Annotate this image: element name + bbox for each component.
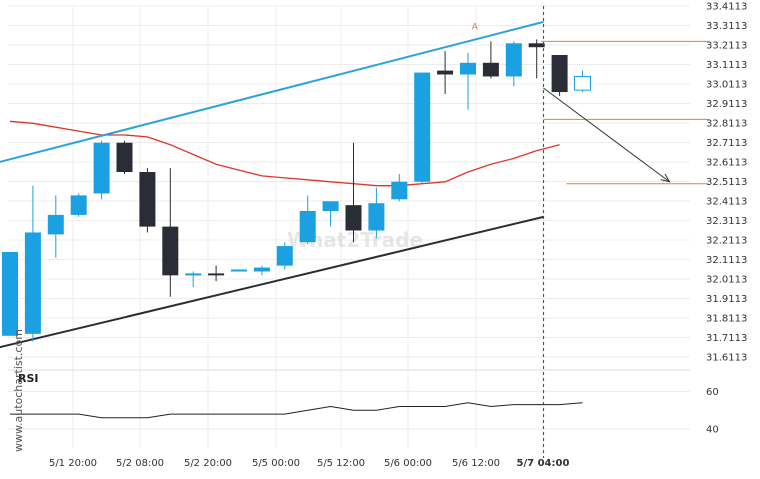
time-tick-label: 5/5 12:00	[317, 458, 365, 469]
price-tick-label: 33.3113	[706, 21, 747, 32]
time-tick-label: 5/5 00:00	[252, 458, 300, 469]
time-tick-label: 5/6 00:00	[384, 458, 432, 469]
channel	[0, 20, 544, 349]
candle-body	[345, 205, 362, 231]
price-tick-label: 31.9113	[706, 294, 747, 305]
candle-body	[460, 62, 476, 75]
time-tick-label: 5/2 20:00	[184, 458, 232, 469]
candle-body	[574, 75, 591, 91]
price-tick-label: 31.7113	[706, 333, 747, 344]
candle-body	[47, 214, 64, 235]
candle-body	[368, 203, 385, 231]
forecast-arrow-line	[543, 87, 670, 183]
candle-body	[162, 226, 179, 276]
candle-body	[482, 62, 499, 77]
side-brand: www.autochartist.com	[12, 329, 25, 452]
candle-body	[299, 211, 316, 243]
time-tick-label: 5/2 08:00	[116, 458, 164, 469]
time-tick-label: 5/6 12:00	[452, 458, 500, 469]
price-tick-label: 32.8113	[706, 119, 747, 130]
price-tick-label: 32.2113	[706, 236, 747, 247]
time-axis: 5/1 20:00 5/2 08:00 5/2 20:00 5/5 00:00 5/5 …	[49, 458, 570, 469]
time-tick-label: 5/7 04:00	[517, 458, 570, 469]
candles	[2, 39, 591, 342]
candle-body	[185, 273, 202, 276]
price-tick-label: 32.1113	[706, 255, 747, 266]
price-tick-label: 32.7113	[706, 138, 747, 149]
price-tick-label: 32.4113	[706, 197, 747, 208]
candle-body	[70, 195, 87, 215]
price-tick-label: 32.5113	[706, 177, 747, 188]
price-tick-label: 31.8113	[706, 314, 747, 325]
moving-average-line	[9, 120, 560, 187]
price-tick-label: 32.0113	[706, 275, 747, 286]
price-tick-label: 32.9113	[706, 99, 747, 110]
price-tick-label: 33.1113	[706, 60, 747, 71]
candle-body	[551, 55, 568, 93]
candle-body	[139, 172, 156, 227]
rsi-line	[10, 402, 583, 419]
candle-body	[2, 251, 18, 336]
time-tick-label: 5/1 20:00	[49, 458, 97, 469]
price-tick-label: 33.0113	[706, 80, 747, 91]
price-tick-label: 32.3113	[706, 216, 747, 227]
candle-body	[93, 142, 110, 194]
candle-body	[253, 267, 270, 272]
candle-body	[24, 232, 41, 334]
price-tick-label: 32.6113	[706, 158, 747, 169]
rsi-label: RSI	[18, 372, 39, 385]
rsi-tick-label: 60	[706, 387, 719, 398]
lower-channel-line	[0, 215, 544, 349]
price-tick-label: 33.4113	[706, 2, 747, 13]
horizontal-levels	[541, 40, 709, 185]
candle-body	[505, 43, 522, 77]
candle-body	[528, 43, 545, 48]
candle-body	[437, 70, 454, 75]
upper-channel-line	[0, 20, 544, 163]
candle-body	[414, 72, 431, 182]
candle-body	[231, 269, 247, 272]
rsi-panel: RSI	[10, 372, 583, 419]
candle-body	[276, 246, 293, 266]
candle-body	[208, 273, 225, 276]
annotations: A	[472, 6, 671, 458]
forecast-arrow-head	[660, 173, 671, 183]
moving-average	[9, 120, 560, 187]
candle-body	[322, 201, 339, 212]
candle-body	[391, 181, 408, 200]
price-axis: 33.4113 33.3113 33.2113 33.1113 33.0113 32.91…	[706, 2, 747, 436]
pattern-marker-label: A	[472, 23, 479, 33]
grid	[8, 5, 690, 448]
rsi-tick-label: 40	[706, 425, 719, 436]
price-tick-label: 33.2113	[706, 41, 747, 52]
price-tick-label: 31.6113	[706, 353, 747, 364]
candle-body	[116, 142, 133, 173]
